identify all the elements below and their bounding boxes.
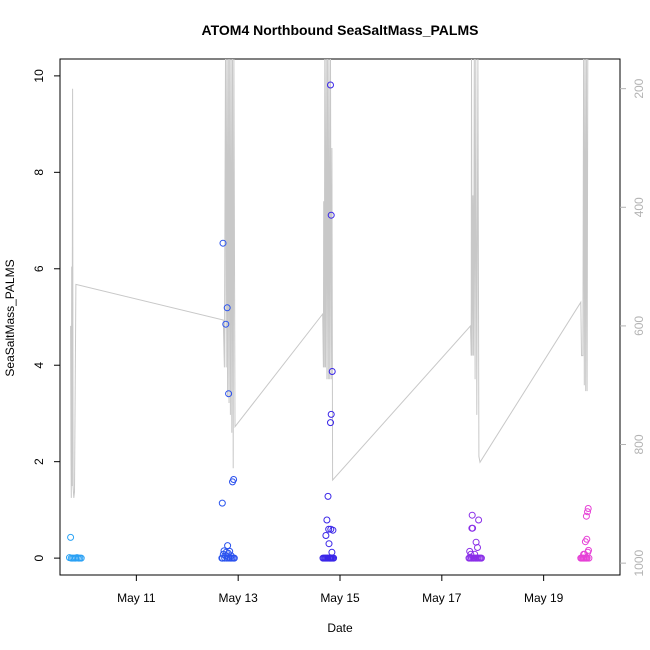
data-point [225,390,233,398]
x-tick-label: May 13 [219,591,259,605]
data-point [222,320,230,328]
y-axis: 0 2 4 6 8 10 [32,69,60,561]
y-tick-label: 6 [32,265,46,272]
pressure-line-0 [70,59,589,498]
data-point [327,81,334,89]
data-point [475,516,483,524]
data-point [582,512,590,520]
secondary-y-axis: 200 400 600 800 1000 [620,78,646,576]
data-point [474,544,481,551]
y-tick-label: 10 [32,69,46,83]
data-point [468,511,476,519]
y-tick-label: 8 [32,169,46,176]
data-point [325,540,333,548]
data-point [584,505,592,512]
data-point [585,554,593,562]
data-point [224,542,232,550]
x-tick-label: May 19 [524,591,564,605]
y2-tick-label: 600 [632,316,646,336]
y-tick-label: 4 [32,362,46,369]
data-point [324,492,332,500]
x-tick-label: May 17 [422,591,462,605]
data-point [584,508,591,516]
data-point [581,538,589,546]
data-point [77,554,85,562]
data-point [327,410,335,418]
x-tick-label: May 11 [117,591,156,605]
y-tick-label: 0 [32,554,46,561]
data-point [219,239,227,247]
pressure-line-layer [70,59,589,498]
data-point [223,304,231,312]
data-point [230,476,238,483]
data-point [322,532,330,539]
y2-tick-label: 1000 [632,549,646,576]
data-point [330,554,338,562]
data-point [325,525,333,533]
y2-tick-label: 800 [632,434,646,454]
data-point [67,533,75,541]
x-tick-label: May 15 [320,591,360,605]
x-axis: May 11 May 13 May 15 May 17 May 19 [117,575,564,605]
data-point [323,516,331,524]
chart-title: ATOM4 Northbound SeaSaltMass_PALMS [202,22,479,38]
y2-tick-label: 400 [632,197,646,217]
data-point [469,524,477,532]
data-point [226,547,234,555]
x-axis-label: Date [327,621,353,635]
data-point [329,526,337,534]
data-point [477,554,485,562]
y-tick-label: 2 [32,458,46,465]
data-point [218,499,226,507]
data-point [230,554,238,562]
y-axis-label: SeaSaltMass_PALMS [3,259,17,376]
data-point [328,368,336,375]
data-point [327,211,335,219]
data-point [328,548,336,556]
points-layer [66,81,593,562]
plot-frame [59,58,621,576]
data-point [327,419,334,427]
y2-tick-label: 200 [632,78,646,98]
